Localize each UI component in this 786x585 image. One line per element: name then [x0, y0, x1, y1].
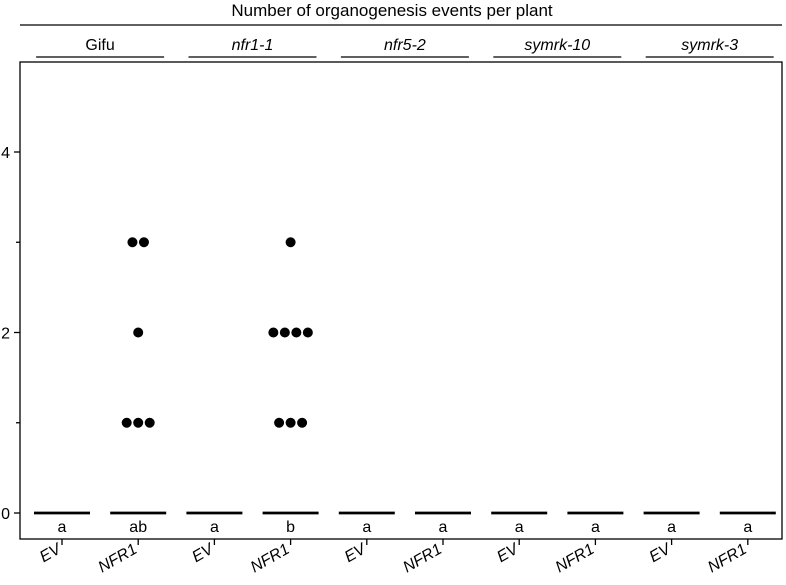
- significance-letter: ab: [129, 519, 147, 536]
- significance-letter: a: [58, 519, 67, 536]
- significance-letter: a: [743, 519, 752, 536]
- x-category-label: EV: [37, 540, 65, 566]
- y-axis: 0 2 4: [1, 145, 20, 523]
- group-label: symrk-3: [681, 37, 738, 54]
- significance-letter: a: [667, 519, 676, 536]
- y-tick-label: 4: [1, 145, 10, 162]
- x-category-label: NFR1: [705, 541, 750, 577]
- x-category-label: EV: [494, 540, 522, 566]
- plot-frame: [19, 61, 783, 540]
- data-point: [279, 327, 290, 338]
- group-label: Gifu: [85, 37, 114, 54]
- significance-letter: a: [362, 519, 371, 536]
- data-point: [127, 237, 138, 248]
- data-point: [302, 327, 313, 338]
- significance-letter: b: [286, 519, 295, 536]
- significance-letter: a: [439, 519, 448, 536]
- data-point: [268, 327, 279, 338]
- x-category-label: EV: [189, 540, 217, 566]
- data-point: [285, 237, 296, 248]
- data-point: [291, 327, 302, 338]
- x-category-label: NFR1: [553, 541, 598, 577]
- data-points: [121, 237, 313, 428]
- x-category-label: NFR1: [400, 541, 445, 577]
- x-axis-labels: EV NFR1 EV NFR1 EV NFR1 EV NFR1 EV NFR1: [37, 539, 750, 576]
- data-point: [274, 417, 285, 428]
- y-tick-label: 0: [1, 506, 10, 523]
- significance-letters: a ab a b a a a a a a: [58, 519, 753, 536]
- group-label: nfr5-2: [384, 37, 426, 54]
- chart-title: Number of organogenesis events per plant: [231, 1, 553, 20]
- group-labels: Gifu nfr1-1 nfr5-2 symrk-10 symrk-3: [36, 37, 774, 58]
- data-point: [144, 417, 155, 428]
- data-point: [138, 237, 149, 248]
- significance-letter: a: [515, 519, 524, 536]
- x-category-label: NFR1: [248, 541, 293, 577]
- data-point: [133, 327, 144, 338]
- x-category-label: NFR1: [96, 541, 141, 577]
- data-point: [121, 417, 132, 428]
- significance-letter: a: [210, 519, 219, 536]
- data-point: [133, 417, 144, 428]
- y-tick-label: 2: [1, 326, 10, 343]
- data-point: [297, 417, 308, 428]
- group-label: symrk-10: [524, 37, 590, 54]
- group-label: nfr1-1: [232, 37, 274, 54]
- data-point: [285, 417, 296, 428]
- x-category-label: EV: [342, 540, 370, 566]
- x-category-label: EV: [647, 540, 675, 566]
- significance-letter: a: [591, 519, 600, 536]
